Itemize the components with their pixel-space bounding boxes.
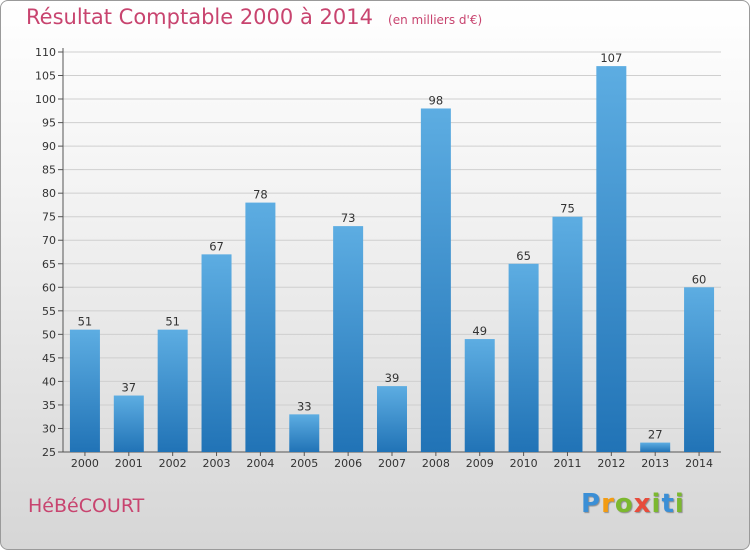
- bar: [289, 414, 320, 452]
- bar: [552, 216, 583, 452]
- x-tick-label: 2014: [685, 457, 713, 470]
- data-label: 65: [516, 249, 531, 263]
- y-tick-label: 95: [42, 117, 56, 130]
- data-label: 39: [385, 371, 400, 385]
- x-tick-label: 2006: [334, 457, 362, 470]
- data-label: 73: [341, 211, 356, 225]
- x-tick-label: 2011: [553, 457, 581, 470]
- x-tick-label: 2001: [115, 457, 143, 470]
- data-label: 60: [692, 272, 707, 286]
- y-tick-label: 85: [42, 164, 56, 177]
- bar: [684, 287, 715, 452]
- y-tick-label: 70: [42, 234, 56, 247]
- y-tick-label: 105: [35, 70, 56, 83]
- x-tick-label: 2012: [597, 457, 625, 470]
- bar: [508, 263, 539, 452]
- data-label: 49: [472, 324, 487, 338]
- y-tick-label: 35: [42, 399, 56, 412]
- y-tick-label: 65: [42, 258, 56, 271]
- x-tick-label: 2007: [378, 457, 406, 470]
- x-tick-label: 2004: [246, 457, 274, 470]
- logo-letter: t: [661, 489, 675, 519]
- data-label: 27: [648, 428, 663, 442]
- chart-title-text: Résultat Comptable 2000 à 2014: [26, 5, 373, 29]
- y-tick-label: 90: [42, 140, 56, 153]
- y-tick-label: 25: [42, 446, 56, 459]
- y-tick-label: 60: [42, 281, 56, 294]
- data-label: 107: [600, 51, 622, 65]
- data-label: 33: [297, 399, 312, 413]
- y-tick-label: 100: [35, 93, 56, 106]
- bar: [69, 329, 100, 452]
- chart-title: Résultat Comptable 2000 à 2014 (en milli…: [26, 5, 482, 29]
- bar: [157, 329, 188, 452]
- x-tick-label: 2003: [203, 457, 231, 470]
- y-tick-label: 30: [42, 422, 56, 435]
- data-label: 98: [429, 93, 444, 107]
- x-tick-label: 2000: [71, 457, 99, 470]
- data-label: 75: [560, 202, 575, 216]
- data-label: 51: [78, 315, 93, 329]
- chart-unit: (en milliers d'€): [388, 13, 483, 27]
- y-tick-label: 45: [42, 352, 56, 365]
- y-tick-label: 40: [42, 375, 56, 388]
- logo-letter: x: [633, 489, 652, 519]
- bar: [377, 386, 407, 452]
- y-tick-label: 80: [42, 187, 56, 200]
- x-tick-label: 2008: [422, 457, 450, 470]
- bar: [333, 226, 364, 452]
- bar: [464, 339, 495, 452]
- logo-letter: o: [614, 489, 634, 519]
- logo-letter: r: [601, 489, 615, 519]
- bar: [113, 395, 144, 452]
- bar: [201, 254, 232, 452]
- x-tick-label: 2009: [466, 457, 494, 470]
- bar: [596, 66, 627, 452]
- x-tick-label: 2013: [641, 457, 669, 470]
- proxiti-logo: Proxiti: [581, 489, 685, 519]
- data-label: 51: [165, 315, 180, 329]
- y-tick-label: 50: [42, 328, 56, 341]
- bar: [640, 442, 671, 452]
- y-tick-label: 55: [42, 305, 56, 318]
- y-tick-label: 110: [35, 46, 56, 59]
- data-label: 78: [253, 188, 268, 202]
- data-label: 67: [209, 239, 224, 253]
- x-tick-label: 2010: [510, 457, 538, 470]
- logo-letter: i: [674, 489, 685, 519]
- y-tick-label: 75: [42, 211, 56, 224]
- bar: [420, 108, 451, 453]
- logo-letter: i: [651, 489, 662, 519]
- x-tick-label: 2002: [159, 457, 187, 470]
- logo-letter: P: [581, 489, 602, 519]
- data-label: 37: [121, 381, 136, 395]
- commune-name: HéBéCOURT: [28, 495, 145, 517]
- x-tick-label: 2005: [290, 457, 318, 470]
- bar: [245, 202, 276, 452]
